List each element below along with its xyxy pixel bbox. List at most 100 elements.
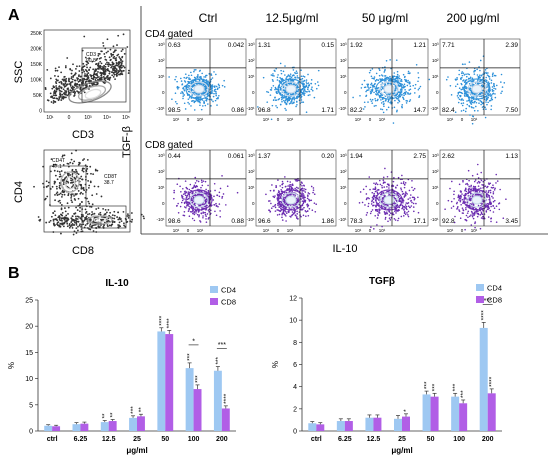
event-dot: [97, 225, 100, 228]
event-dot: [402, 182, 405, 185]
event-dot: [290, 99, 293, 102]
event-dot: [174, 78, 176, 81]
bar-cd4: [365, 417, 374, 431]
event-dot: [88, 225, 91, 227]
event-dot: [406, 212, 408, 214]
event-dot: [102, 76, 105, 78]
y-tick: 0: [436, 201, 439, 206]
event-dot: [387, 190, 389, 193]
event-dot: [197, 180, 200, 183]
event-dot: [378, 199, 380, 201]
event-dot: [77, 197, 80, 200]
event-dot: [130, 212, 133, 214]
event-dot: [204, 202, 207, 204]
event-dot: [467, 169, 470, 172]
x-tick: 10¹: [287, 117, 294, 122]
event-dot: [489, 209, 492, 212]
event-dot: [109, 59, 112, 62]
event-dot: [122, 69, 125, 72]
x-tick: 0: [369, 117, 372, 122]
event-dot: [200, 212, 203, 214]
event-dot: [284, 91, 286, 93]
event-dot: [278, 191, 281, 193]
event-dot: [405, 207, 407, 210]
event-dot: [205, 81, 208, 83]
event-dot: [388, 187, 390, 189]
event-dot: [78, 70, 81, 72]
event-dot: [403, 212, 406, 214]
event-dot: [212, 95, 215, 98]
significance-stars: ****: [223, 393, 230, 404]
event-dot: [473, 214, 476, 216]
event-dot: [105, 211, 108, 214]
event-dot: [194, 182, 197, 184]
event-dot: [404, 93, 407, 95]
event-dot: [381, 108, 384, 111]
event-dot: [91, 213, 94, 216]
y-tick: 10²: [432, 169, 439, 174]
event-dot: [397, 176, 400, 179]
event-dot: [194, 191, 197, 193]
event-dot: [367, 83, 370, 86]
event-dot: [61, 212, 64, 214]
event-dot: [400, 187, 402, 189]
event-dot: [64, 82, 67, 85]
event-dot: [295, 203, 297, 205]
event-dot: [317, 69, 320, 72]
event-dot: [408, 89, 411, 91]
event-dot: [401, 105, 403, 108]
event-dot: [75, 222, 78, 225]
event-dot: [372, 201, 375, 204]
event-dot: [120, 50, 123, 53]
event-dot: [294, 194, 296, 196]
event-dot: [177, 211, 180, 214]
event-dot: [286, 100, 289, 102]
event-dot: [458, 73, 460, 76]
event-dot: [460, 203, 462, 206]
event-dot: [60, 71, 63, 74]
event-dot: [183, 191, 186, 193]
event-dot: [404, 182, 407, 184]
bar-cd4: [100, 422, 109, 431]
event-dot: [97, 62, 100, 65]
event-dot: [444, 208, 446, 211]
event-dot: [82, 62, 85, 65]
event-dot: [311, 86, 313, 88]
contour: [463, 78, 491, 100]
x-tick: 10¹: [447, 228, 454, 233]
contour: [277, 189, 305, 211]
event-dot: [191, 89, 194, 91]
x-tick: 10¹: [379, 117, 386, 122]
event-dot: [197, 211, 200, 213]
event-dot: [117, 211, 120, 214]
event-dot: [108, 56, 111, 59]
event-dot: [71, 69, 73, 72]
event-dot: [276, 209, 279, 211]
event-dot: [403, 205, 406, 208]
event-dot: [51, 87, 54, 90]
event-dot: [53, 169, 56, 172]
y-tick: 0: [436, 90, 439, 95]
event-dot: [410, 205, 413, 207]
quadrant-value-lr: 1.71: [321, 107, 334, 114]
event-dot: [387, 100, 390, 103]
event-dot: [96, 81, 98, 84]
event-dot: [418, 87, 421, 90]
event-dot: [54, 174, 57, 177]
event-dot: [305, 85, 307, 88]
legend-swatch-cd8: [210, 298, 218, 305]
contour: [68, 80, 112, 104]
event-dot: [281, 183, 283, 186]
event-dot: [490, 217, 493, 220]
event-dot: [73, 194, 75, 197]
event-dot: [189, 189, 192, 192]
event-dot: [282, 182, 284, 185]
event-dot: [73, 95, 75, 97]
event-dot: [289, 73, 292, 75]
event-dot: [215, 92, 217, 95]
event-dot: [386, 186, 388, 188]
event-dot: [100, 78, 103, 81]
event-dot: [417, 76, 420, 79]
event-dot: [76, 172, 79, 175]
event-dot: [203, 76, 205, 78]
